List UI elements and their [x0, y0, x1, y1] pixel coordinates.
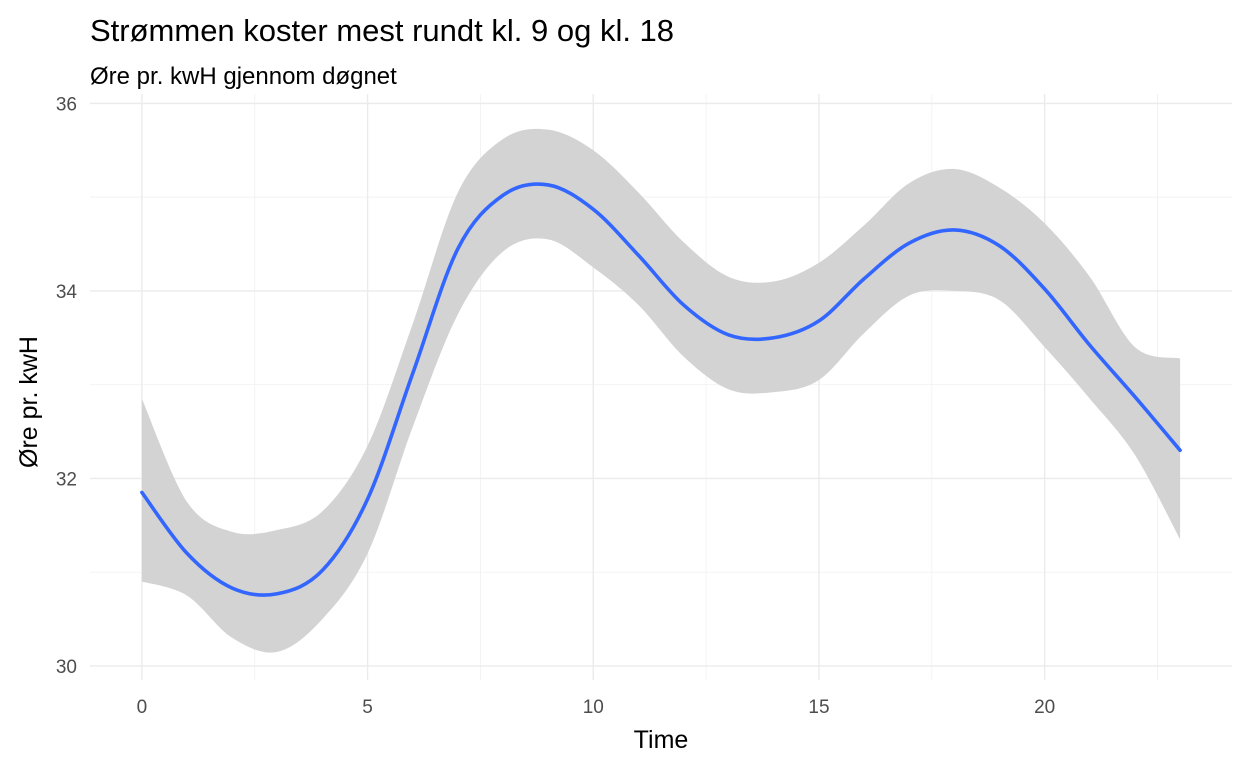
x-axis-title: Time — [634, 726, 689, 754]
y-axis-title: Øre pr. kwH — [15, 336, 43, 468]
chart-subtitle: Øre pr. kwH gjennom døgnet — [90, 63, 397, 90]
x-tick-label: 10 — [583, 697, 604, 718]
y-tick-label: 32 — [56, 469, 77, 490]
smooth-line — [140, 182, 1182, 597]
x-tick-label: 5 — [362, 697, 373, 718]
confidence-band — [141, 128, 1181, 653]
y-axis: 30 32 34 36 — [56, 94, 78, 678]
plot-area — [140, 128, 1182, 653]
y-tick-label: 30 — [56, 657, 77, 678]
y-tick-label: 36 — [56, 94, 77, 115]
chart-title: Strømmen koster mest rundt kl. 9 og kl. … — [90, 13, 674, 48]
x-tick-label: 20 — [1034, 697, 1055, 718]
y-tick-label: 34 — [56, 282, 78, 303]
x-tick-label: 0 — [137, 697, 148, 718]
x-tick-label: 15 — [808, 697, 829, 718]
x-axis: 0 5 10 15 20 — [137, 697, 1056, 718]
